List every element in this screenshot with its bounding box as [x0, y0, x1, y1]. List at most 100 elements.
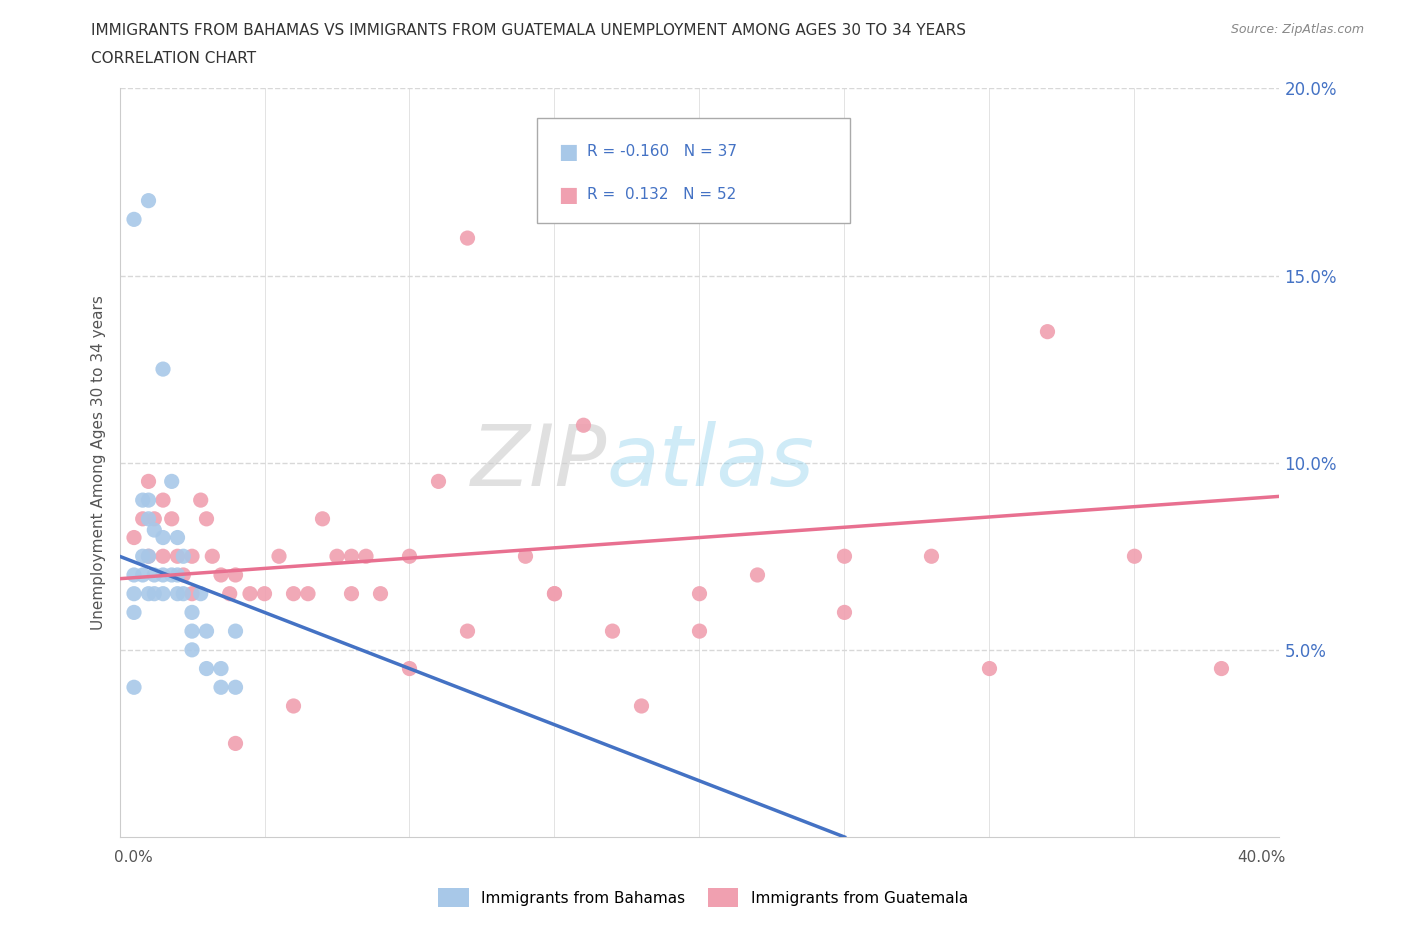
Point [225, 567, 247, 582]
Point [689, 624, 711, 639]
Point [267, 549, 290, 564]
Point [181, 586, 204, 601]
Point [543, 586, 565, 601]
Point [166, 567, 188, 582]
Point [190, 586, 212, 601]
Point [122, 567, 145, 582]
Point [152, 530, 174, 545]
Point [160, 567, 183, 582]
Point [160, 512, 183, 526]
Point [572, 418, 595, 432]
Point [138, 512, 160, 526]
Point [297, 586, 319, 601]
Point [630, 698, 652, 713]
Point [209, 680, 232, 695]
Point [834, 549, 856, 564]
Point [172, 549, 194, 564]
Point [370, 586, 392, 601]
Point [138, 493, 160, 508]
Point [218, 586, 240, 601]
Point [209, 661, 232, 676]
Point [1123, 549, 1146, 564]
Point [152, 549, 174, 564]
Point [166, 549, 188, 564]
Text: CORRELATION CHART: CORRELATION CHART [91, 51, 256, 66]
Point [143, 523, 166, 538]
Point [143, 586, 166, 601]
Point [152, 362, 174, 377]
Point [253, 586, 276, 601]
Point [138, 474, 160, 489]
Point [515, 549, 537, 564]
Point [1036, 325, 1059, 339]
Point [172, 567, 194, 582]
Point [132, 549, 155, 564]
Point [122, 586, 145, 601]
Point [543, 586, 565, 601]
Point [122, 605, 145, 620]
Point [143, 567, 166, 582]
Point [195, 661, 218, 676]
Point [181, 624, 204, 639]
Point [398, 549, 420, 564]
Point [311, 512, 333, 526]
Point [181, 643, 204, 658]
Point [283, 586, 305, 601]
Point [160, 474, 183, 489]
Point [283, 698, 305, 713]
Point [602, 624, 624, 639]
Point [979, 661, 1001, 676]
Point [190, 493, 212, 508]
Point [172, 586, 194, 601]
Point [152, 493, 174, 508]
Point [181, 605, 204, 620]
Point [689, 586, 711, 601]
Point [122, 680, 145, 695]
Point [340, 586, 363, 601]
Y-axis label: Unemployment Among Ages 30 to 34 years: Unemployment Among Ages 30 to 34 years [90, 295, 105, 631]
Point [340, 549, 363, 564]
Point [122, 212, 145, 227]
Point [181, 549, 204, 564]
Point [225, 680, 247, 695]
Legend: Immigrants from Bahamas, Immigrants from Guatemala: Immigrants from Bahamas, Immigrants from… [432, 883, 974, 913]
Point [354, 549, 377, 564]
Text: atlas: atlas [607, 421, 814, 504]
Point [138, 549, 160, 564]
Text: IMMIGRANTS FROM BAHAMAS VS IMMIGRANTS FROM GUATEMALA UNEMPLOYMENT AMONG AGES 30 : IMMIGRANTS FROM BAHAMAS VS IMMIGRANTS FR… [91, 23, 966, 38]
Point [225, 736, 247, 751]
Point [152, 586, 174, 601]
Text: 40.0%: 40.0% [1237, 850, 1285, 866]
Text: ■: ■ [558, 142, 578, 162]
Text: 0.0%: 0.0% [114, 850, 152, 866]
Point [747, 567, 769, 582]
Text: Source: ZipAtlas.com: Source: ZipAtlas.com [1230, 23, 1364, 36]
Text: ZIP: ZIP [471, 421, 607, 504]
Point [195, 512, 218, 526]
Point [138, 586, 160, 601]
Point [152, 567, 174, 582]
Point [143, 512, 166, 526]
Point [456, 231, 478, 246]
Point [209, 567, 232, 582]
Point [122, 530, 145, 545]
Point [132, 567, 155, 582]
Point [326, 549, 349, 564]
Point [398, 661, 420, 676]
Point [132, 493, 155, 508]
Point [921, 549, 943, 564]
Point [427, 474, 450, 489]
Point [195, 624, 218, 639]
Point [239, 586, 262, 601]
Text: R = -0.160   N = 37: R = -0.160 N = 37 [586, 144, 737, 159]
Point [132, 512, 155, 526]
Text: R =  0.132   N = 52: R = 0.132 N = 52 [586, 187, 737, 202]
Point [201, 549, 224, 564]
Point [834, 605, 856, 620]
Point [166, 586, 188, 601]
Point [166, 530, 188, 545]
Point [1211, 661, 1233, 676]
Point [456, 624, 478, 639]
Point [225, 624, 247, 639]
Point [138, 549, 160, 564]
